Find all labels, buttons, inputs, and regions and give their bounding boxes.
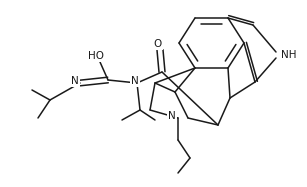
Text: NH: NH <box>281 50 297 60</box>
Text: N: N <box>131 76 139 86</box>
Text: O: O <box>154 39 162 49</box>
Text: HO: HO <box>88 51 104 61</box>
Text: N: N <box>168 111 176 121</box>
Text: N: N <box>71 76 79 86</box>
